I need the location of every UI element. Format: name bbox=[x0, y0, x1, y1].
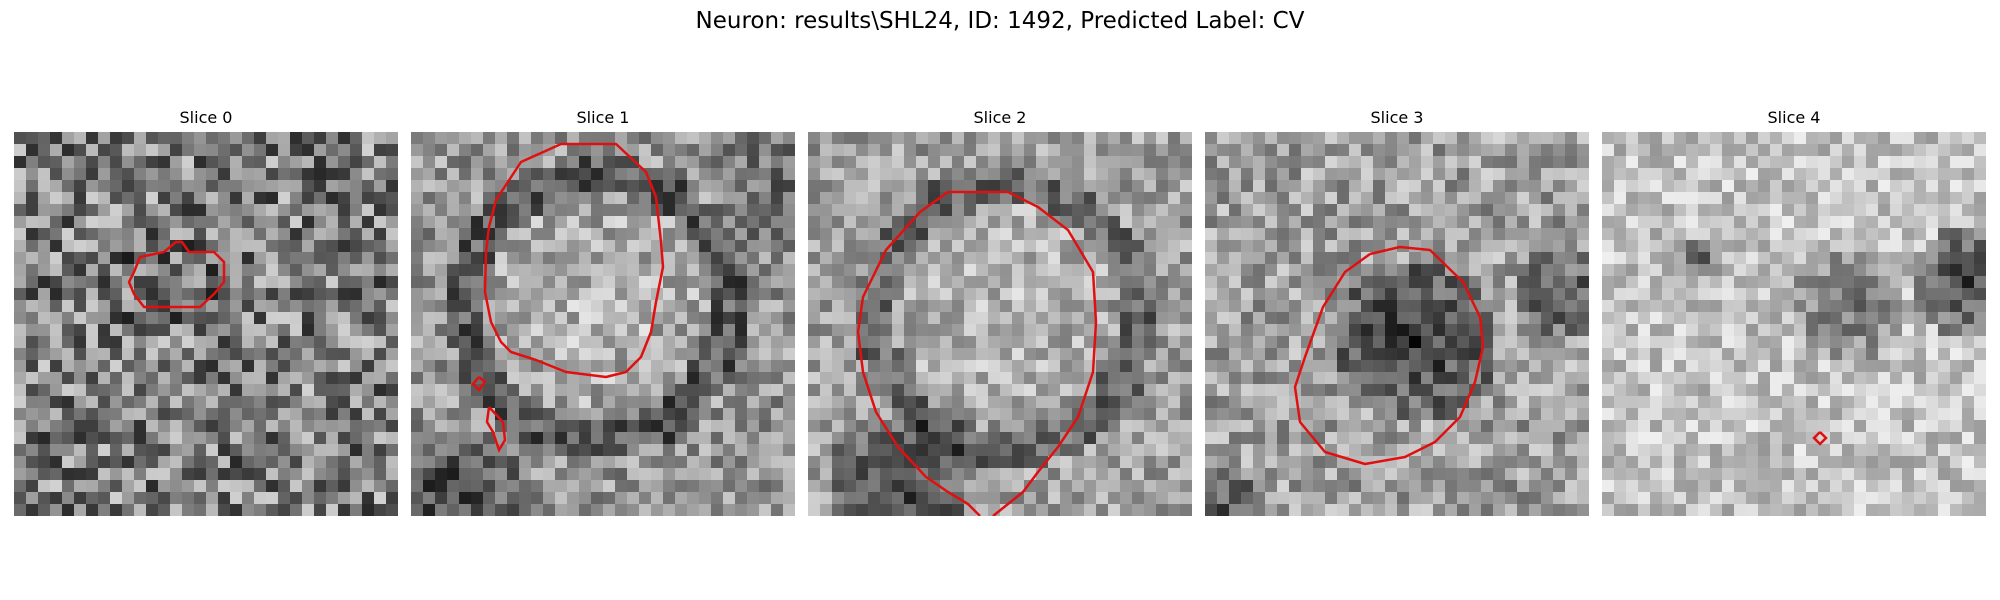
roi-contour bbox=[1293, 245, 1485, 466]
figure-title: Neuron: results\SHL24, ID: 1492, Predict… bbox=[695, 8, 1305, 34]
slice-image bbox=[1205, 132, 1589, 516]
roi-contour bbox=[483, 142, 665, 379]
slice-image bbox=[14, 132, 398, 516]
grayscale-patch bbox=[1602, 132, 1986, 516]
slice-title: Slice 0 bbox=[179, 108, 233, 127]
roi-contour-fragment bbox=[485, 406, 507, 453]
slice-title: Slice 2 bbox=[973, 108, 1027, 127]
roi-contour bbox=[127, 240, 226, 309]
roi-contour bbox=[856, 190, 1098, 516]
slice-title: Slice 4 bbox=[1767, 108, 1821, 127]
contour-overlay bbox=[471, 142, 665, 453]
contour-overlay bbox=[1293, 245, 1485, 466]
slice-title: Slice 3 bbox=[1370, 108, 1424, 127]
grayscale-patch bbox=[1205, 132, 1589, 516]
slice-image bbox=[1602, 132, 1986, 516]
roi-contour-fragment bbox=[471, 376, 487, 392]
contour-overlay bbox=[127, 240, 226, 309]
grayscale-patch bbox=[14, 132, 398, 516]
slice-title: Slice 1 bbox=[576, 108, 630, 127]
grayscale-patch bbox=[411, 132, 795, 516]
roi-contour-fragment bbox=[1812, 431, 1828, 446]
slice-image bbox=[808, 132, 1192, 516]
grayscale-patch bbox=[808, 132, 1192, 516]
contour-overlay bbox=[856, 190, 1098, 516]
slice-image bbox=[411, 132, 795, 516]
contour-overlay bbox=[1812, 431, 1828, 446]
